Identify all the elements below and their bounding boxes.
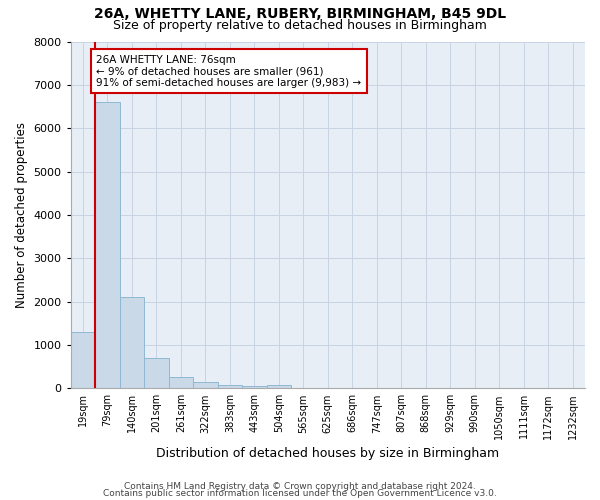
Text: 26A, WHETTY LANE, RUBERY, BIRMINGHAM, B45 9DL: 26A, WHETTY LANE, RUBERY, BIRMINGHAM, B4… xyxy=(94,8,506,22)
Bar xyxy=(169,376,193,388)
Bar xyxy=(218,385,242,388)
X-axis label: Distribution of detached houses by size in Birmingham: Distribution of detached houses by size … xyxy=(156,447,499,460)
Text: Contains HM Land Registry data © Crown copyright and database right 2024.: Contains HM Land Registry data © Crown c… xyxy=(124,482,476,491)
Bar xyxy=(266,386,291,388)
Text: Contains public sector information licensed under the Open Government Licence v3: Contains public sector information licen… xyxy=(103,490,497,498)
Bar xyxy=(242,386,266,388)
Bar xyxy=(95,102,119,389)
Bar xyxy=(144,358,169,388)
Text: Size of property relative to detached houses in Birmingham: Size of property relative to detached ho… xyxy=(113,19,487,32)
Bar xyxy=(119,298,144,388)
Bar xyxy=(71,332,95,388)
Y-axis label: Number of detached properties: Number of detached properties xyxy=(15,122,28,308)
Text: 26A WHETTY LANE: 76sqm
← 9% of detached houses are smaller (961)
91% of semi-det: 26A WHETTY LANE: 76sqm ← 9% of detached … xyxy=(97,54,362,88)
Bar xyxy=(193,382,218,388)
